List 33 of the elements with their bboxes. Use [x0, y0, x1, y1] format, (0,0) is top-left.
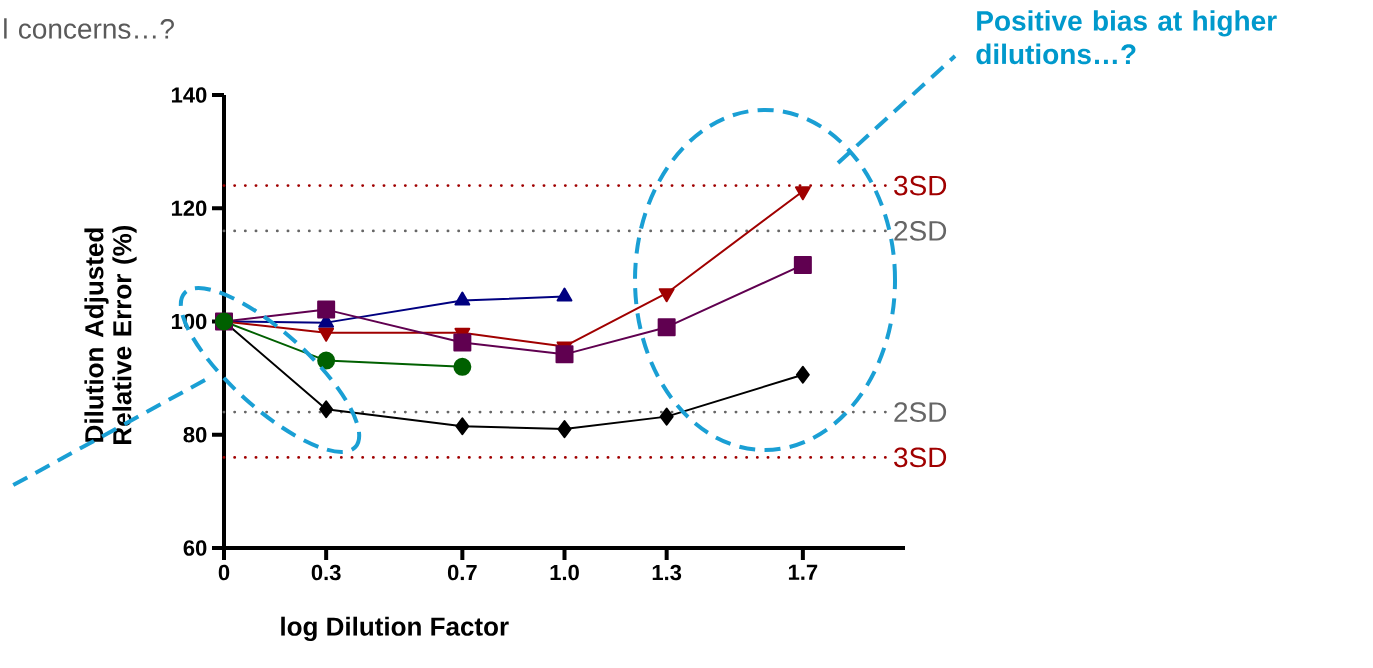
point [318, 327, 335, 342]
text: l concerns…? [4, 18, 174, 39]
point [557, 420, 572, 439]
text: Positive bias at higher dilutions…? [976, 10, 1277, 65]
x-axis-title: log Dilution Factor [281, 616, 509, 642]
point [795, 365, 810, 384]
y-tick-label: 140 [171, 87, 207, 103]
x-tick-label: 1.7 [788, 564, 818, 580]
x-tick-label: 0.3 [311, 564, 341, 581]
y-axis-title: Dilution Adjusted Relative Error (%) [84, 225, 137, 444]
x-tick-label: 0.7 [447, 564, 477, 581]
point [658, 288, 675, 303]
ref-line-label: 2SD [894, 402, 947, 423]
point [317, 300, 336, 319]
y-tick-label: 120 [171, 200, 207, 217]
point [453, 357, 472, 376]
x-tick-label: 1.0 [550, 564, 579, 581]
point [659, 407, 674, 426]
x-tick-label: 0 [218, 564, 230, 581]
y-tick-label: 80 [183, 426, 207, 443]
point [793, 255, 812, 274]
point [317, 351, 336, 370]
point [794, 186, 811, 201]
point [319, 400, 334, 419]
y-tick-label: 60 [183, 540, 207, 556]
point [455, 417, 470, 436]
point [555, 345, 574, 364]
ref-line-label: 2SD [894, 220, 947, 241]
point [657, 318, 676, 337]
point [453, 333, 472, 352]
ref-line-label: 3SD [894, 175, 947, 196]
x-tick-label: 1.3 [652, 564, 682, 581]
ref-line-label: 3SD [894, 447, 947, 468]
